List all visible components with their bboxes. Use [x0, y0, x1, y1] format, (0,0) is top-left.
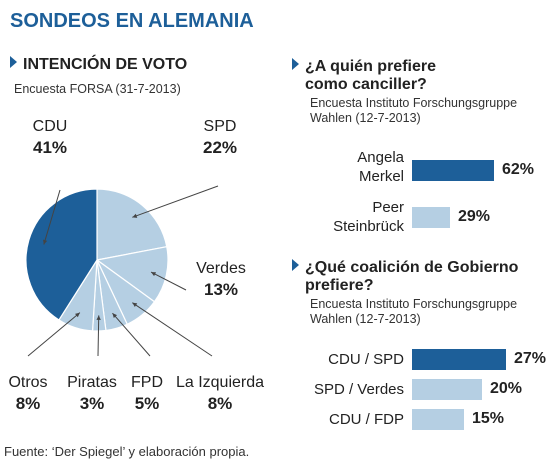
- pie-label-spd-name: SPD: [203, 118, 237, 135]
- leader-line-piratas: [97, 315, 100, 357]
- leader-line-fpd: [112, 312, 151, 357]
- leader-arrowhead: [43, 239, 48, 245]
- leader-arrowhead: [132, 302, 138, 307]
- leader-arrowhead: [112, 313, 118, 319]
- pie-label-verdes-value: 13%: [203, 280, 239, 299]
- leader-line-otros: [27, 312, 81, 357]
- pie-label-piratas: Piratas 3%: [62, 372, 122, 414]
- pie-label-fpd-value: 5%: [134, 394, 160, 413]
- bar-value-spd-verdes: 20%: [490, 380, 523, 397]
- vote-heading-text: INTENCIÓN DE VOTO: [23, 56, 188, 73]
- bar-label-steinbruck-line1: Peer: [372, 199, 404, 216]
- leader-arrowhead: [151, 272, 157, 277]
- coalition-heading-line2: prefiere?: [305, 277, 374, 294]
- bar-value-merkel: 62%: [502, 161, 535, 178]
- bar-label-spd-verdes: SPD / Verdes: [313, 381, 404, 398]
- bar-label-merkel-line1: Angela: [357, 149, 404, 166]
- pie-label-fpd: FPD 5%: [122, 372, 172, 414]
- bar-steinbruck: [412, 207, 450, 228]
- leader-arrowhead: [75, 312, 80, 318]
- vote-heading: INTENCIÓN DE VOTO: [10, 56, 187, 74]
- bar-value-steinbruck: 29%: [458, 208, 491, 225]
- coalition-heading: ¿Qué coalición de Gobierno prefiere?: [292, 259, 518, 295]
- chancellor-source-line1: Encuesta Instituto Forschungsgruppe: [310, 96, 518, 110]
- bar-label-merkel-line2: Merkel: [358, 168, 404, 185]
- pie-label-piratas-value: 3%: [79, 394, 105, 413]
- bar-merkel: [412, 160, 494, 181]
- pie-label-cdu-name: CDU: [32, 118, 68, 135]
- bar-label-cdu-spd: CDU / SPD: [328, 351, 404, 368]
- pie-label-spd-value: 22%: [202, 138, 238, 157]
- chancellor-heading-line2: como canciller?: [305, 76, 427, 93]
- leader-line-spd: [132, 185, 219, 218]
- pie-label-izquierda-value: 8%: [207, 394, 233, 413]
- leader-line-cdu: [43, 189, 61, 245]
- pie-slice-spd: [96, 188, 168, 261]
- pie-label-otros-name: Otros: [8, 374, 48, 391]
- page-title: SONDEOS EN ALEMANIA: [10, 10, 254, 32]
- coalition-heading-line1: ¿Qué coalición de Gobierno: [305, 259, 519, 276]
- pie-slice-verdes: [95, 245, 169, 303]
- pie-label-izquierda: La Izquierda 8%: [168, 372, 272, 414]
- coalition-source-line2: Wahlen (12-7-2013): [310, 312, 421, 326]
- pie-label-verdes: Verdes 13%: [186, 258, 256, 300]
- pie-label-piratas-name: Piratas: [67, 374, 117, 391]
- pie-slices: [25, 188, 169, 332]
- pie-label-otros: Otros 8%: [2, 372, 54, 414]
- bar-cdu-fdp: [412, 409, 464, 430]
- chancellor-source: Encuesta Instituto Forschungsgruppe Wahl…: [310, 96, 517, 126]
- triangle-bullet-icon: [292, 259, 299, 271]
- source-footer: Fuente: ‘Der Spiegel’ y elaboración prop…: [4, 444, 250, 459]
- coalition-source: Encuesta Instituto Forschungsgruppe Wahl…: [310, 297, 517, 327]
- pie-label-otros-value: 8%: [15, 394, 41, 413]
- chancellor-heading-line1: ¿A quién prefiere: [305, 58, 436, 75]
- triangle-bullet-icon: [292, 58, 299, 70]
- pie-leader-lines: [27, 185, 219, 357]
- leader-line-la-izquierda: [132, 302, 213, 357]
- pie-label-spd: SPD 22%: [190, 116, 250, 158]
- pie-label-fpd-name: FPD: [131, 374, 163, 391]
- pie-label-verdes-name: Verdes: [196, 260, 246, 277]
- bar-label-cdu-fdp: CDU / FDP: [329, 411, 404, 428]
- bar-cdu-spd: [412, 349, 506, 370]
- bar-spd-verdes: [412, 379, 482, 400]
- bar-value-cdu-spd: 27%: [514, 350, 547, 367]
- pie-label-izquierda-name: La Izquierda: [175, 374, 265, 391]
- pie-slice-cdu: [25, 188, 98, 321]
- pie-label-cdu: CDU 41%: [22, 116, 78, 158]
- triangle-bullet-icon: [10, 56, 17, 68]
- vote-subtitle: Encuesta FORSA (31-7-2013): [14, 82, 181, 96]
- pie-label-cdu-value: 41%: [32, 138, 68, 157]
- leader-arrowhead: [132, 213, 138, 218]
- bar-label-steinbruck: Peer Steinbrück: [300, 198, 404, 236]
- coalition-source-line1: Encuesta Instituto Forschungsgruppe: [310, 297, 518, 311]
- chancellor-source-line2: Wahlen (12-7-2013): [310, 111, 421, 125]
- leader-arrowhead: [96, 315, 101, 320]
- bar-value-cdu-fdp: 15%: [472, 410, 505, 427]
- bar-label-merkel: Angela Merkel: [300, 148, 404, 186]
- chancellor-heading: ¿A quién prefiere como canciller?: [292, 58, 436, 94]
- leader-line-verdes: [150, 271, 187, 291]
- bar-label-steinbruck-line2: Steinbrück: [333, 218, 404, 235]
